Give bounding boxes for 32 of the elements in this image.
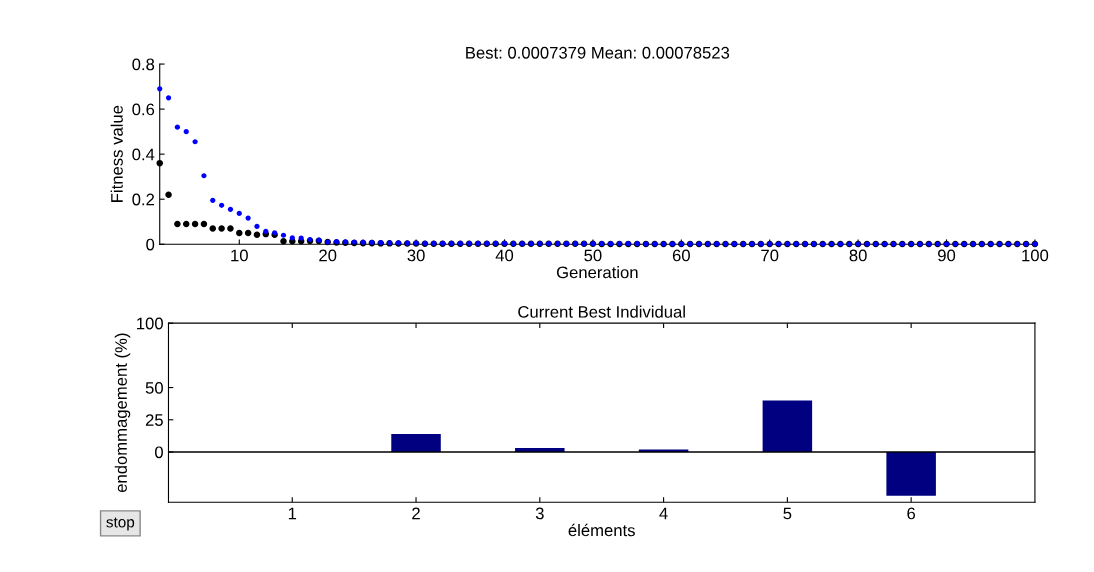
y-tick-label: 0.8 bbox=[132, 58, 155, 71]
chart-title: Current Best Individual bbox=[518, 305, 685, 318]
y-tick-label: 100 bbox=[137, 317, 163, 330]
x-tick-label: 2 bbox=[412, 507, 420, 520]
y-tick-label: 0 bbox=[155, 446, 163, 459]
y-tick-label: 25 bbox=[145, 414, 163, 426]
x-tick-label: 1 bbox=[288, 507, 297, 520]
x-axis-title: éléments bbox=[568, 523, 635, 537]
y-tick-label: 0 bbox=[146, 238, 155, 251]
x-tick-label: 50 bbox=[584, 249, 602, 262]
x-tick-label: 40 bbox=[495, 249, 514, 262]
y-axis-title: endommagement (%) bbox=[114, 333, 131, 493]
x-tick-label: 80 bbox=[849, 249, 867, 262]
text: stop bbox=[106, 517, 135, 531]
x-tick-label: 3 bbox=[535, 507, 544, 520]
x-tick-label: 20 bbox=[319, 249, 337, 262]
x-tick-label: 90 bbox=[938, 249, 956, 262]
y-tick-label: 0.6 bbox=[132, 103, 155, 116]
x-tick-label: 6 bbox=[907, 507, 916, 520]
x-tick-label: 5 bbox=[783, 507, 792, 520]
y-tick-label: 0.2 bbox=[132, 193, 155, 206]
x-tick-label: 4 bbox=[659, 507, 668, 520]
x-tick-label: 60 bbox=[672, 249, 690, 262]
y-tick-label: 0.4 bbox=[132, 148, 155, 161]
x-tick-label: 70 bbox=[761, 249, 779, 262]
chart-title: Best: 0.0007379 Mean: 0.00078523 bbox=[466, 46, 730, 59]
x-tick-label: 30 bbox=[407, 249, 425, 262]
x-tick-label: 10 bbox=[231, 249, 248, 262]
x-tick-label: 100 bbox=[1022, 249, 1049, 262]
y-tick-label: 50 bbox=[145, 381, 163, 394]
x-axis-title: Generation bbox=[556, 266, 638, 279]
y-axis-title: Fitness value bbox=[110, 105, 123, 202]
